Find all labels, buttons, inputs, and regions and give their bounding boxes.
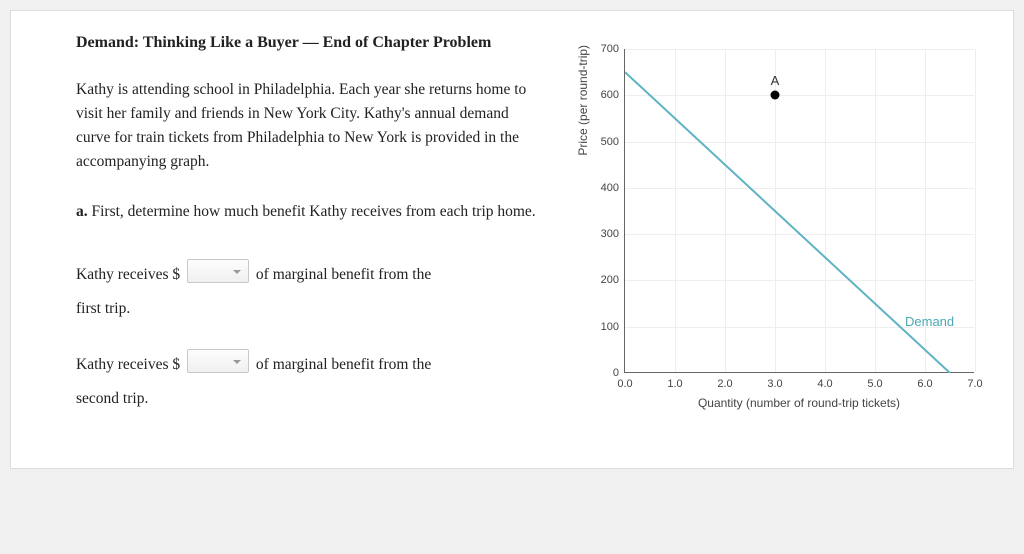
problem-paragraph: Kathy is attending school in Philadelphi… xyxy=(76,78,546,174)
line1-tail: first trip. xyxy=(76,300,130,317)
gridline-v xyxy=(825,49,826,372)
answer-line-2: Kathy receives $ of marginal benefit fro… xyxy=(76,348,546,416)
y-tick: 300 xyxy=(589,228,619,240)
y-tick: 200 xyxy=(589,274,619,286)
line1-pre: Kathy receives $ xyxy=(76,266,180,283)
gridline-h xyxy=(625,49,974,50)
trip2-value-dropdown[interactable] xyxy=(187,349,249,373)
plot-area: 0.01.02.03.04.05.06.07.00100200300400500… xyxy=(624,49,974,373)
x-tick: 5.0 xyxy=(867,378,882,390)
x-tick: 1.0 xyxy=(667,378,682,390)
demand-line-label: Demand xyxy=(905,314,954,329)
gridline-v xyxy=(675,49,676,372)
y-tick: 400 xyxy=(589,182,619,194)
y-tick: 600 xyxy=(589,89,619,101)
y-tick: 700 xyxy=(589,43,619,55)
prompt-label: a. xyxy=(76,203,88,220)
line2-pre: Kathy receives $ xyxy=(76,356,180,373)
gridline-h xyxy=(625,142,974,143)
question-prompt: a. First, determine how much benefit Kat… xyxy=(76,200,546,224)
gridline-h xyxy=(625,188,974,189)
x-tick: 3.0 xyxy=(767,378,782,390)
gridline-v xyxy=(975,49,976,372)
trip1-value-dropdown[interactable] xyxy=(187,259,249,283)
point-a-label: A xyxy=(771,73,780,88)
line2-tail: second trip. xyxy=(76,390,148,407)
y-tick: 500 xyxy=(589,136,619,148)
answer-line-1: Kathy receives $ of marginal benefit fro… xyxy=(76,258,546,326)
x-tick: 7.0 xyxy=(967,378,982,390)
demand-chart: Price (per round-trip) 0.01.02.03.04.05.… xyxy=(566,41,996,421)
prompt-text: First, determine how much benefit Kathy … xyxy=(92,203,536,220)
y-axis-label: Price (per round-trip) xyxy=(576,45,590,156)
problem-text-column: Demand: Thinking Like a Buyer — End of C… xyxy=(76,31,546,438)
y-tick: 0 xyxy=(589,367,619,379)
problem-card: Demand: Thinking Like a Buyer — End of C… xyxy=(10,10,1014,469)
x-tick: 2.0 xyxy=(717,378,732,390)
chapter-title: Demand: Thinking Like a Buyer — End of C… xyxy=(76,31,546,56)
gridline-h xyxy=(625,234,974,235)
line1-post: of marginal benefit from the xyxy=(256,266,431,283)
x-tick: 6.0 xyxy=(917,378,932,390)
chart-column: Price (per round-trip) 0.01.02.03.04.05.… xyxy=(566,31,996,438)
gridline-v xyxy=(875,49,876,372)
x-tick: 0.0 xyxy=(617,378,632,390)
x-tick: 4.0 xyxy=(817,378,832,390)
point-a-marker xyxy=(771,91,780,100)
gridline-h xyxy=(625,95,974,96)
y-tick: 100 xyxy=(589,321,619,333)
line2-post: of marginal benefit from the xyxy=(256,356,431,373)
x-axis-label: Quantity (number of round-trip tickets) xyxy=(624,396,974,410)
gridline-v xyxy=(725,49,726,372)
gridline-h xyxy=(625,280,974,281)
